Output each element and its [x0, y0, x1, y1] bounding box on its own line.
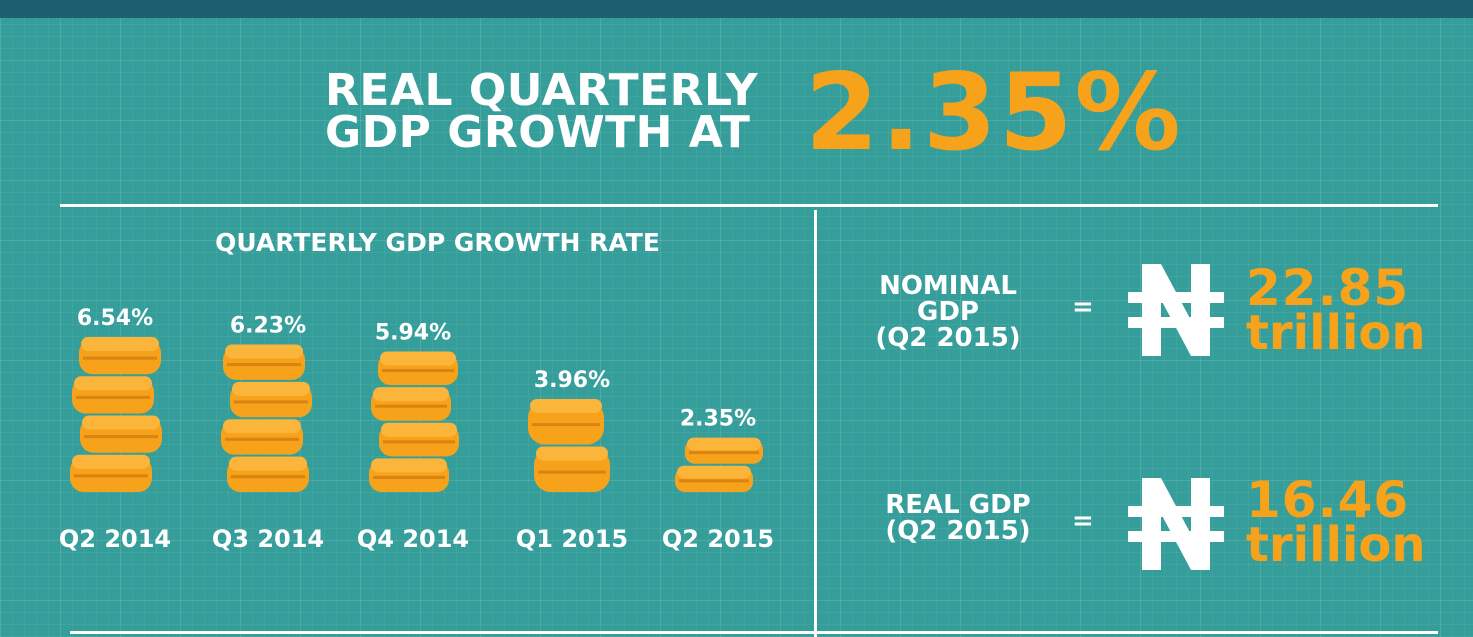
real-gdp-label: REAL GDP (Q2 2015): [868, 492, 1048, 544]
coin-stack-bar: [221, 344, 312, 492]
naira-icon: [1128, 264, 1224, 356]
real-gdp-label-line-1: REAL GDP: [885, 490, 1031, 520]
naira-icon: [1128, 478, 1224, 570]
real-gdp-equals: =: [1072, 506, 1094, 536]
category-label: Q3 2014: [212, 525, 324, 553]
nominal-gdp-label: NOMINAL GDP (Q2 2015): [858, 273, 1038, 351]
nominal-gdp-value: 22.85: [1246, 259, 1410, 317]
coin-stack-bar: [70, 337, 162, 492]
nominal-gdp-amount: 22.85 trillion: [1246, 259, 1426, 361]
data-label: 3.96%: [534, 368, 610, 393]
headline-growth-value: 2.35%: [805, 51, 1183, 174]
coin-stack-bar: [369, 351, 459, 492]
category-label: Q4 2014: [357, 525, 469, 553]
data-label: 6.23%: [230, 313, 306, 338]
real-gdp-label-line-2: (Q2 2015): [885, 516, 1031, 546]
nominal-gdp-label-line-2: GDP: [917, 297, 979, 327]
nominal-gdp-unit: trillion: [1246, 305, 1426, 361]
gdp-growth-chart: 6.54% Q2 2014 6.23% Q3 2014 5.94% Q4 2014 3.96…: [59, 306, 774, 553]
chart-title: QUARTERLY GDP GROWTH RATE: [215, 228, 660, 257]
data-label: 6.54%: [77, 306, 153, 331]
nominal-gdp-label-line-1: NOMINAL: [879, 271, 1017, 301]
top-bar: [0, 0, 1473, 18]
data-label: 5.94%: [375, 320, 451, 345]
data-label: 2.35%: [680, 407, 756, 432]
category-label: Q1 2015: [516, 525, 628, 553]
real-gdp-value: 16.46: [1246, 471, 1410, 529]
nominal-gdp-equals: =: [1072, 292, 1094, 322]
headline: REAL QUARTERLY GDP GROWTH AT: [325, 65, 759, 158]
real-gdp-amount: 16.46 trillion: [1246, 471, 1426, 573]
category-label: Q2 2014: [59, 525, 171, 553]
headline-line-1: REAL QUARTERLY: [325, 65, 759, 116]
section-divider: [60, 204, 1438, 207]
bottom-divider: [70, 631, 1438, 634]
headline-line-2: GDP GROWTH AT: [325, 107, 751, 158]
real-gdp-unit: trillion: [1246, 517, 1426, 573]
nominal-gdp-label-line-3: (Q2 2015): [875, 323, 1021, 353]
coin-stack-bar: [528, 398, 610, 492]
category-label: Q2 2015: [662, 525, 774, 553]
column-divider: [814, 210, 817, 637]
coin-stack-bar: [675, 437, 763, 492]
